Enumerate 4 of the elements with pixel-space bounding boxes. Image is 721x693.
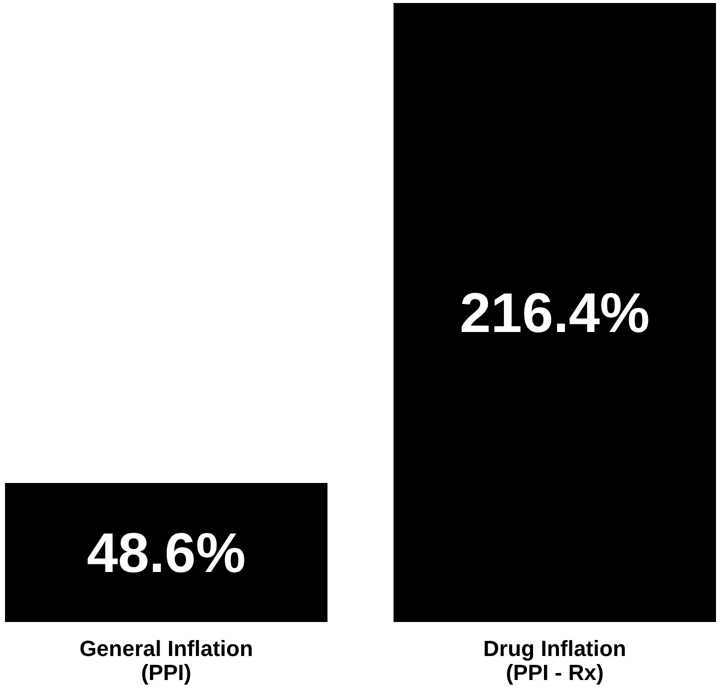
x-tick-label: Drug Inflation (PPI - Rx) [483, 636, 626, 685]
x-tick-label: General Inflation (PPI) [79, 636, 254, 685]
data-label: 216.4% [460, 281, 650, 344]
data-label: 48.6% [86, 521, 246, 584]
